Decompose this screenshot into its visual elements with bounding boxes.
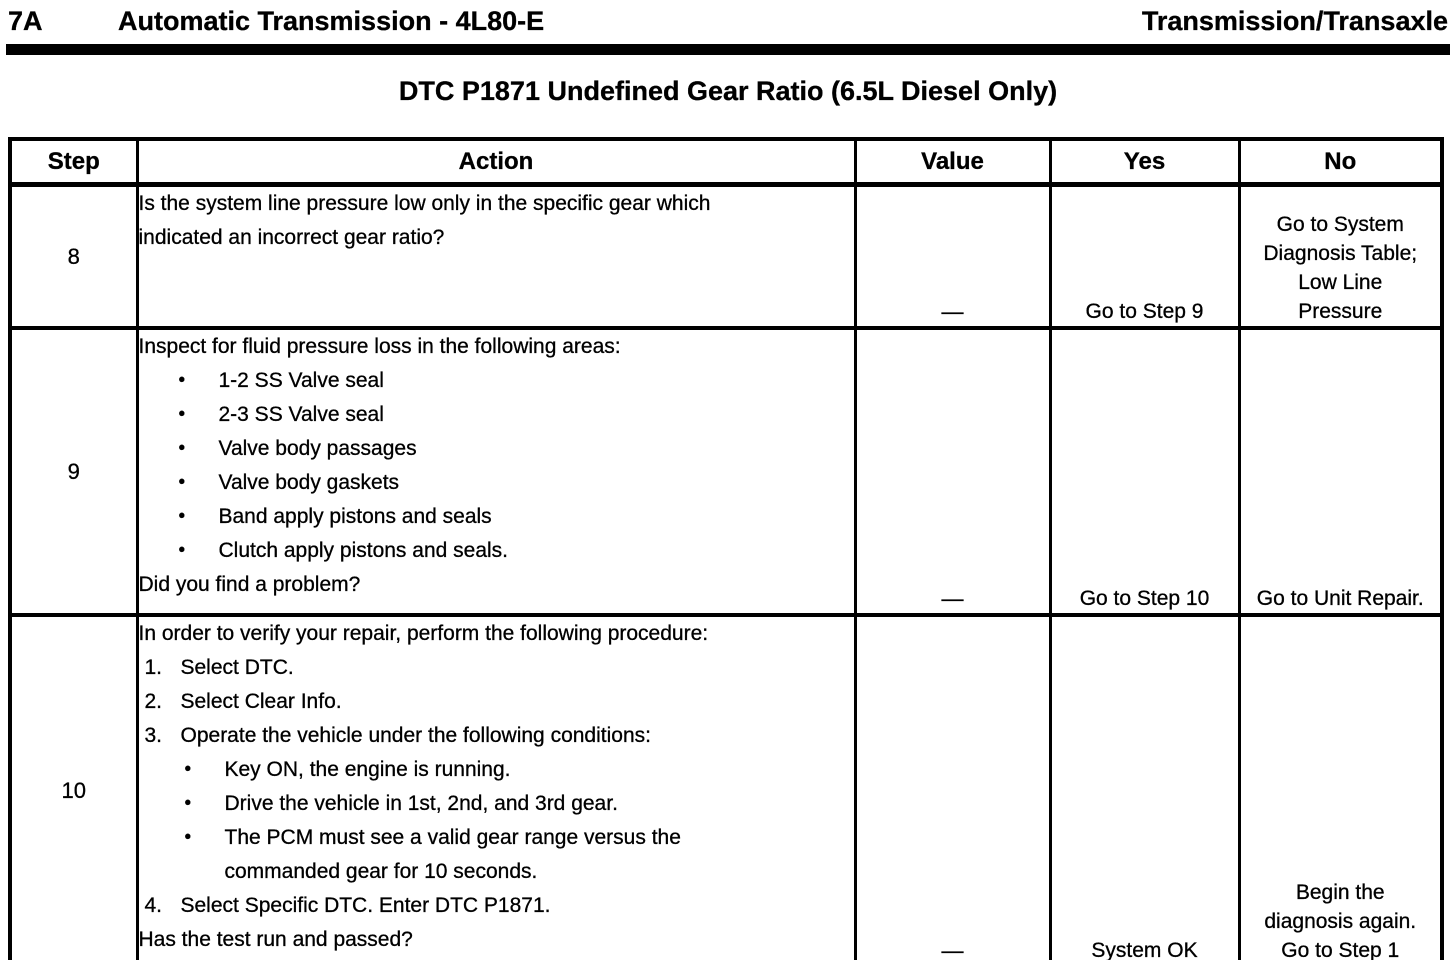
list-item: • 1-2 SS Valve seal	[178, 364, 854, 398]
value-cell: —	[853, 613, 1052, 960]
column-header-action: Action	[135, 137, 857, 187]
list-item: • Clutch apply pistons and seals.	[178, 534, 854, 568]
list-item: • Drive the vehicle in 1st, 2nd, and 3rd…	[184, 787, 854, 821]
table-row: 8 Is the system line pressure low only i…	[8, 182, 1444, 330]
yes-routing: System OK	[1048, 613, 1241, 960]
section-title: Automatic Transmission - 4L80-E	[118, 6, 545, 36]
bullet-icon: •	[178, 540, 186, 561]
bullet-icon: •	[178, 438, 186, 459]
table-row: 9 Inspect for fluid pressure loss in the…	[8, 326, 1444, 617]
action-cell: Is the system line pressure low only in …	[135, 182, 857, 330]
yes-routing: Go to Step 10	[1048, 326, 1241, 617]
bullet-icon: •	[184, 827, 192, 848]
action-question: Is the system line pressure low only in …	[138, 192, 711, 249]
action-question: Has the test run and passed?	[138, 928, 413, 951]
bullet-icon: •	[184, 759, 192, 780]
list-item: • The PCM must see a valid gear range ve…	[184, 821, 854, 889]
numbered-item-text: Select DTC.	[180, 656, 294, 679]
item-number: 3.	[144, 724, 163, 747]
step-number: 9	[8, 326, 139, 617]
numbered-item: 1. Select DTC.	[144, 651, 854, 685]
item-number: 2.	[144, 690, 163, 713]
action-cell: Inspect for fluid pressure loss in the f…	[135, 326, 857, 617]
list-item-text: Valve body gaskets	[218, 471, 400, 494]
no-routing: Begin the diagnosis again. Go to Step 1	[1237, 613, 1444, 960]
chapter-title: Transmission/Transaxle	[1141, 6, 1448, 36]
list-item-text: 2-3 SS Valve seal	[218, 403, 384, 426]
value-cell: —	[853, 182, 1052, 330]
list-item: • Band apply pistons and seals	[178, 500, 854, 534]
page-title: DTC P1871 Undefined Gear Ratio (6.5L Die…	[398, 76, 1058, 106]
no-routing: Go to Unit Repair.	[1237, 326, 1444, 617]
action-intro: Inspect for fluid pressure loss in the f…	[138, 335, 621, 358]
list-item-text: Clutch apply pistons and seals.	[218, 539, 508, 562]
numbered-item-text: Operate the vehicle under the following …	[180, 724, 651, 747]
column-header-value: Value	[853, 137, 1052, 187]
list-item-text: Drive the vehicle in 1st, 2nd, and 3rd g…	[224, 792, 618, 815]
action-intro: In order to verify your repair, perform …	[138, 622, 709, 645]
bullet-icon: •	[178, 370, 186, 391]
action-question: Did you find a problem?	[138, 573, 361, 596]
table-row: 10 In order to verify your repair, perfo…	[8, 613, 1444, 960]
action-cell: In order to verify your repair, perform …	[135, 613, 857, 960]
numbered-item: 2. Select Clear Info.	[144, 685, 854, 719]
list-item: • Key ON, the engine is running.	[184, 753, 854, 787]
list-item: • Valve body passages	[178, 432, 854, 466]
bullet-icon: •	[184, 793, 192, 814]
step-number: 8	[8, 182, 139, 330]
bullet-icon: •	[178, 404, 186, 425]
item-number: 4.	[144, 894, 163, 917]
table-header-row: Step Action Value Yes No	[8, 137, 1444, 187]
bullet-icon: •	[178, 472, 186, 493]
list-item-text: Key ON, the engine is running.	[224, 758, 511, 781]
list-item-text: The PCM must see a valid gear range vers…	[224, 826, 681, 883]
numbered-item: 3. Operate the vehicle under the followi…	[144, 719, 854, 753]
list-item-text: 1-2 SS Valve seal	[218, 369, 384, 392]
list-item: • 2-3 SS Valve seal	[178, 398, 854, 432]
diagnostic-table: Step Action Value Yes No 8 Is the system…	[8, 137, 1444, 960]
item-number: 1.	[144, 656, 163, 679]
yes-routing: Go to Step 9	[1048, 182, 1241, 330]
numbered-item: 4. Select Specific DTC. Enter DTC P1871.	[144, 889, 854, 923]
list-item-text: Valve body passages	[218, 437, 417, 460]
numbered-item-text: Select Clear Info.	[180, 690, 342, 713]
column-header-yes: Yes	[1048, 137, 1241, 187]
numbered-item-text: Select Specific DTC. Enter DTC P1871.	[180, 894, 551, 917]
no-routing: Go to System Diagnosis Table; Low Line P…	[1237, 182, 1444, 330]
condition-list: • Key ON, the engine is running. • Drive…	[139, 753, 854, 889]
step-number: 10	[8, 613, 139, 960]
column-header-no: No	[1237, 137, 1444, 187]
list-item-text: Band apply pistons and seals	[218, 505, 492, 528]
bullet-icon: •	[178, 506, 186, 527]
running-header: 7A Automatic Transmission - 4L80-E Trans…	[8, 6, 1448, 42]
list-item: • Valve body gaskets	[178, 466, 854, 500]
section-code: 7A	[8, 6, 43, 36]
value-cell: —	[853, 326, 1052, 617]
column-header-step: Step	[8, 137, 139, 187]
header-divider-rule	[6, 44, 1450, 55]
